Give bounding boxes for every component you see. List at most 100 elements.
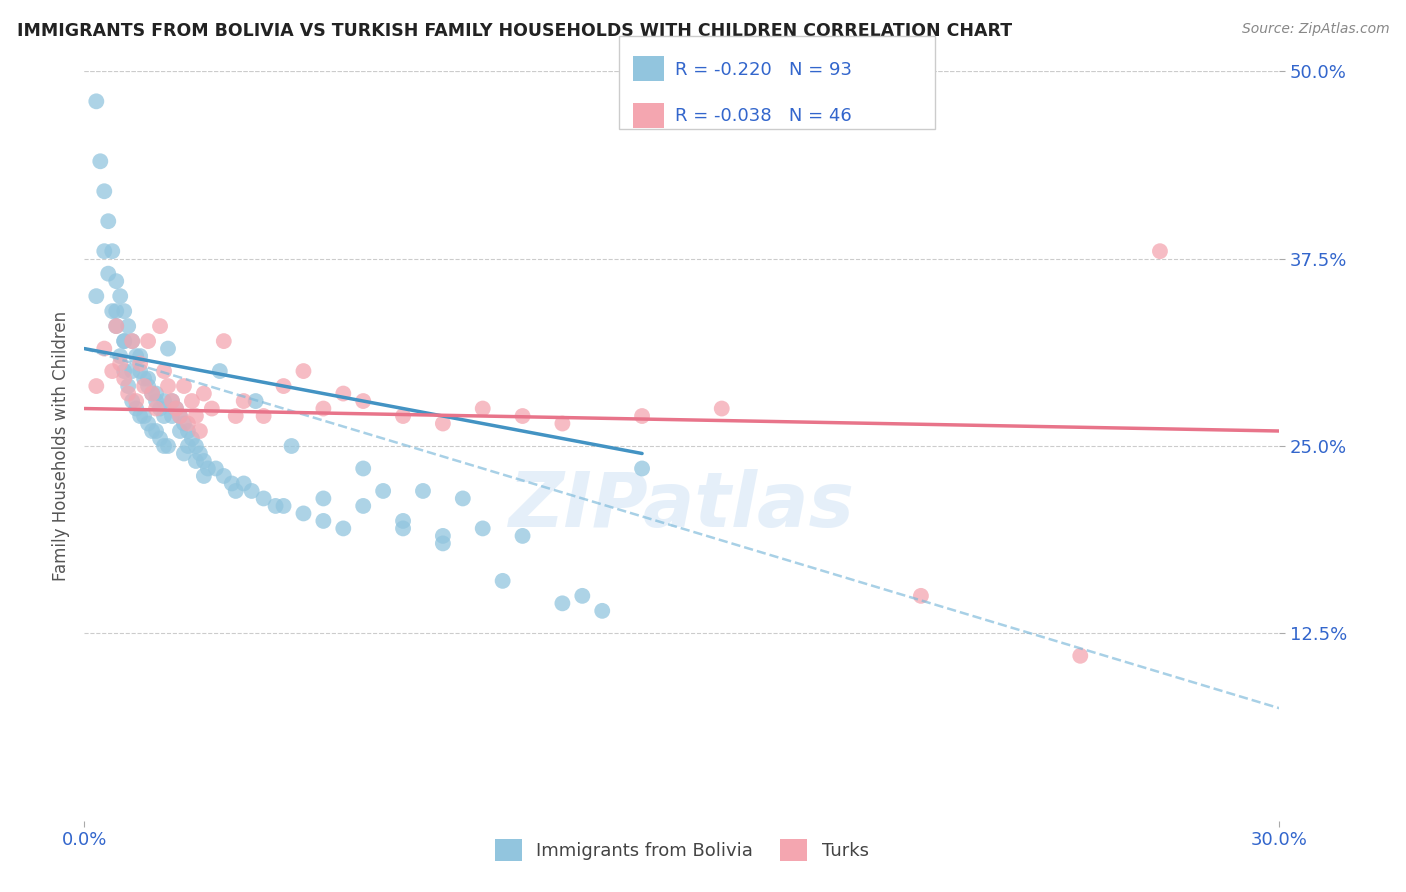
Point <box>136 379 159 393</box>
Point <box>352 499 374 513</box>
Point <box>492 574 515 588</box>
Point <box>160 394 183 409</box>
Point <box>125 401 148 416</box>
Text: R = -0.038   N = 46: R = -0.038 N = 46 <box>675 107 852 125</box>
Point <box>117 319 139 334</box>
Point <box>93 184 115 198</box>
Text: ZIPatlas: ZIPatlas <box>509 469 855 543</box>
Point <box>631 409 654 423</box>
Point <box>121 394 143 409</box>
Point <box>110 289 132 303</box>
Point <box>132 379 156 393</box>
Point <box>392 521 415 535</box>
Point <box>145 401 167 416</box>
Point <box>312 401 335 416</box>
Point <box>177 417 200 431</box>
Point <box>112 304 135 318</box>
Point <box>165 401 187 416</box>
Point <box>121 334 143 348</box>
Point <box>173 379 195 393</box>
Point <box>240 483 263 498</box>
Point <box>193 386 215 401</box>
Point <box>292 507 315 521</box>
Point <box>253 491 276 506</box>
Point <box>352 461 374 475</box>
Point <box>112 364 135 378</box>
Point <box>312 514 335 528</box>
Point <box>97 214 120 228</box>
Point <box>225 409 247 423</box>
Point <box>232 476 254 491</box>
Text: IMMIGRANTS FROM BOLIVIA VS TURKISH FAMILY HOUSEHOLDS WITH CHILDREN CORRELATION C: IMMIGRANTS FROM BOLIVIA VS TURKISH FAMIL… <box>17 22 1012 40</box>
Text: R = -0.220   N = 93: R = -0.220 N = 93 <box>675 61 852 78</box>
Point <box>145 424 167 438</box>
Point <box>1149 244 1171 259</box>
Point <box>105 319 128 334</box>
Point <box>149 432 172 446</box>
Point <box>136 334 159 348</box>
Point <box>153 439 176 453</box>
Point <box>273 499 295 513</box>
Point <box>471 521 494 535</box>
Point <box>89 154 111 169</box>
Point <box>86 379 108 393</box>
Point <box>245 394 267 409</box>
Point <box>86 95 108 109</box>
Point <box>110 349 132 363</box>
Point <box>212 334 235 348</box>
Point <box>93 342 115 356</box>
Point <box>117 386 139 401</box>
Point <box>273 379 295 393</box>
Point <box>110 357 132 371</box>
Point <box>93 244 115 259</box>
Point <box>184 454 207 468</box>
Point <box>145 394 167 409</box>
Point <box>232 394 254 409</box>
Point <box>710 401 733 416</box>
Point <box>177 424 200 438</box>
Point <box>129 357 152 371</box>
Point <box>432 417 454 431</box>
Point <box>212 469 235 483</box>
Point <box>149 401 172 416</box>
Point <box>188 446 211 460</box>
Point <box>181 432 204 446</box>
Point <box>280 439 302 453</box>
Point <box>141 424 163 438</box>
Point <box>105 319 128 334</box>
Point <box>631 461 654 475</box>
Point <box>149 319 172 334</box>
Point <box>432 529 454 543</box>
Y-axis label: Family Households with Children: Family Households with Children <box>52 311 70 581</box>
Point <box>910 589 932 603</box>
Point <box>141 386 163 401</box>
Point <box>177 439 200 453</box>
Point <box>193 454 215 468</box>
Point <box>373 483 395 498</box>
Point <box>184 439 207 453</box>
Point <box>117 379 139 393</box>
Point <box>205 461 228 475</box>
Point <box>160 409 183 423</box>
Point <box>136 417 159 431</box>
Point <box>432 536 454 550</box>
Text: Source: ZipAtlas.com: Source: ZipAtlas.com <box>1241 22 1389 37</box>
Point <box>512 409 534 423</box>
Point <box>86 289 108 303</box>
Point <box>551 596 574 610</box>
Point <box>129 409 152 423</box>
Point <box>121 334 143 348</box>
Point <box>169 409 191 423</box>
Point <box>208 364 231 378</box>
Point <box>129 364 152 378</box>
Point <box>157 439 180 453</box>
Point <box>145 386 167 401</box>
Point <box>97 267 120 281</box>
Point <box>157 379 180 393</box>
Point <box>253 409 276 423</box>
Point <box>312 491 335 506</box>
Point <box>451 491 474 506</box>
Point <box>132 371 156 385</box>
Point <box>112 334 135 348</box>
Point <box>132 409 156 423</box>
